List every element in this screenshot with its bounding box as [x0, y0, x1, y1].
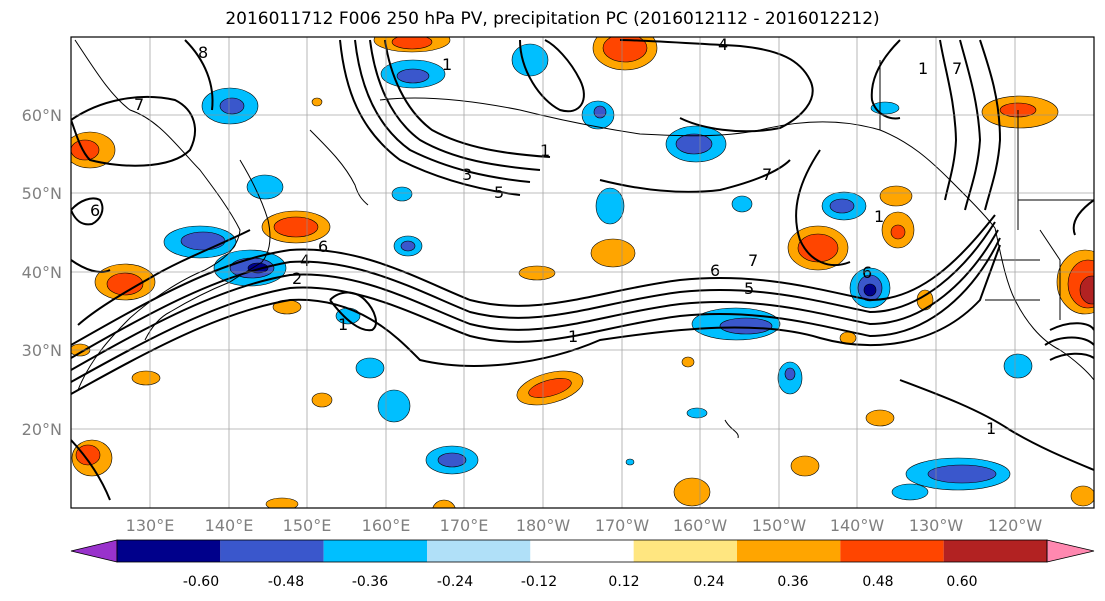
contour-label: 6: [90, 201, 100, 220]
latitude-label: 20°N: [22, 420, 62, 439]
colorbar-segment: [633, 540, 737, 562]
contour-label: 1: [338, 315, 348, 334]
colorbar-segment: [220, 540, 324, 562]
longitude-label: 140°E: [205, 516, 254, 535]
contour-label: 4: [718, 35, 728, 54]
colorbar-segment: [323, 540, 427, 562]
contour-label: 7: [134, 95, 144, 114]
latitude-labels: 60°N 50°N 40°N 30°N 20°N: [22, 106, 62, 439]
contour-label: 8: [198, 43, 208, 62]
longitude-label: 180°W: [516, 516, 571, 535]
longitude-label: 160°E: [362, 516, 411, 535]
colorbar-segment: [943, 540, 1047, 562]
colorbar-tick-label: -0.36: [352, 574, 388, 590]
contour-label: 5: [744, 279, 754, 298]
contour-label: 7: [952, 59, 962, 78]
colorbar-segment: [840, 540, 944, 562]
colorbar-tick-label: 0.60: [946, 574, 977, 590]
contour-label: 1: [540, 141, 550, 160]
coastlines: [74, 39, 1094, 508]
longitude-label: 140°W: [830, 516, 885, 535]
longitude-label: 170°W: [595, 516, 650, 535]
longitude-label: 160°W: [673, 516, 728, 535]
contour-label: 6: [862, 263, 872, 282]
colorbar-tick-label: -0.60: [183, 574, 219, 590]
longitude-label: 130°E: [126, 516, 175, 535]
latitude-label: 60°N: [22, 106, 62, 125]
colorbar-tick-label: 0.12: [608, 574, 639, 590]
contour-label: 2: [292, 269, 302, 288]
longitude-label: 130°W: [909, 516, 964, 535]
longitude-labels: 130°E 140°E 150°E 160°E 170°E 180°W 170°…: [126, 516, 1043, 535]
longitude-label: 170°E: [440, 516, 489, 535]
colorbar-segment: [427, 540, 531, 562]
colorbar-extend-low: [70, 539, 118, 563]
contour-label: 7: [762, 165, 772, 184]
longitude-label: 150°W: [752, 516, 807, 535]
colorbar-extend-high: [1046, 539, 1095, 563]
longitude-label: 150°E: [283, 516, 332, 535]
contour-label: 1: [568, 327, 578, 346]
latitude-label: 30°N: [22, 341, 62, 360]
contour-label: 6: [318, 237, 328, 256]
colorbar-tick-label: 0.36: [777, 574, 808, 590]
contour-label: 7: [748, 251, 758, 270]
contour-labels: 8 1 4 1 7 7 6 1 3 5 6 4 2 1 6 5 7 6 1 1 …: [90, 35, 996, 438]
contour-label: 1: [918, 59, 928, 78]
contour-label: 1: [986, 419, 996, 438]
colorbar-tick-label: 0.48: [862, 574, 893, 590]
contour-label: 1: [442, 55, 452, 74]
colorbar: -0.60 -0.48 -0.36 -0.24 -0.12 0.12 0.24 …: [70, 539, 1095, 590]
colorbar-segment: [530, 540, 634, 562]
pv-contours: [71, 39, 1094, 501]
colorbar-tick-labels: -0.60 -0.48 -0.36 -0.24 -0.12 0.12 0.24 …: [183, 574, 978, 590]
colorbar-tick-label: 0.24: [693, 574, 724, 590]
longitude-label: 120°W: [988, 516, 1043, 535]
colorbar-segments: [70, 539, 1095, 563]
map-title: 2016011712 F006 250 hPa PV, precipitatio…: [225, 9, 880, 29]
latitude-label: 40°N: [22, 263, 62, 282]
graticule: [71, 37, 1094, 508]
positive-precip-anomalies: [71, 37, 1094, 508]
colorbar-segment: [117, 540, 221, 562]
latitude-label: 50°N: [22, 184, 62, 203]
colorbar-tick-label: -0.12: [521, 574, 557, 590]
colorbar-frame: [116, 539, 1048, 563]
contour-label: 3: [462, 165, 472, 184]
colorbar-segment: [737, 540, 841, 562]
map-frame: [70, 36, 1095, 509]
contour-label: 6: [710, 261, 720, 280]
colorbar-tick-label: -0.48: [268, 574, 304, 590]
colorbar-tick-label: -0.24: [437, 574, 473, 590]
contour-label: 5: [494, 183, 504, 202]
contour-label: 4: [300, 251, 310, 270]
contour-label: 1: [874, 207, 884, 226]
